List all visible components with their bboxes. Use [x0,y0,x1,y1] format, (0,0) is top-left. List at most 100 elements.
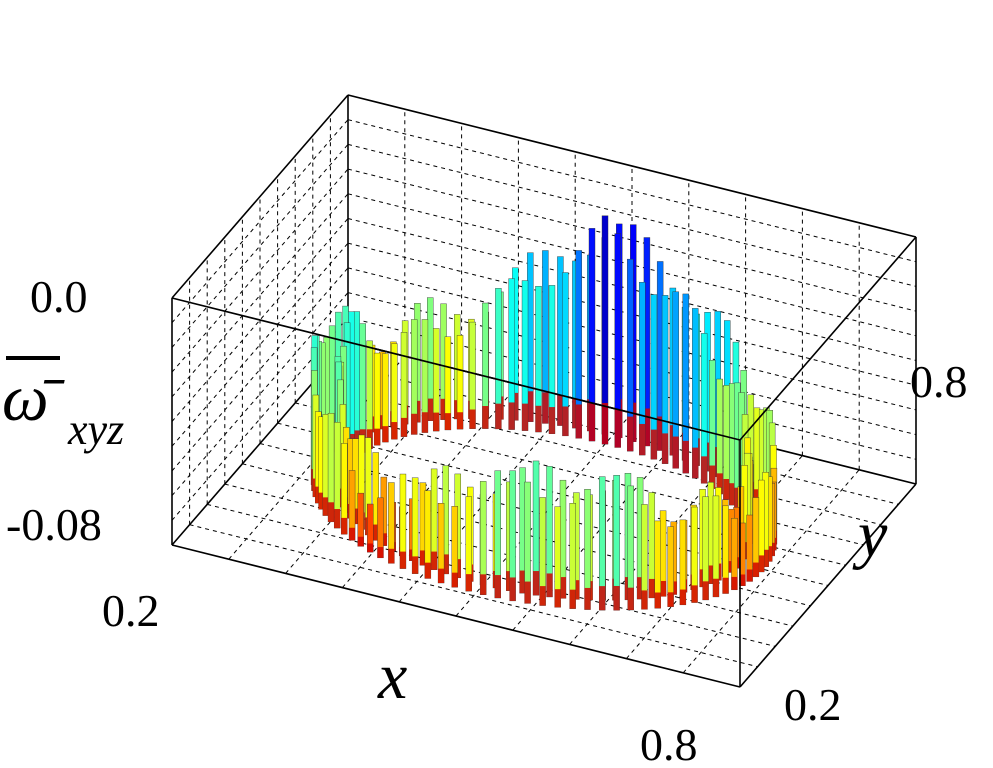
bar-base [762,549,769,567]
bar-base [641,590,648,610]
bar-base [457,412,464,430]
bar-base [469,409,476,429]
bar-base [349,527,356,541]
bar [548,285,556,434]
left-wall-grid-line [171,119,349,324]
back-wall-grid-line [347,143,917,287]
bar-base [731,576,738,590]
bar-base [702,581,709,600]
bar-base [643,408,650,446]
bar-base [670,581,677,595]
box-edge [739,236,917,441]
bar-base [527,391,534,422]
bar-base [506,571,513,591]
z-tick-top: 0.0 [30,271,88,322]
bar-base [692,447,699,479]
bar-base [575,404,582,439]
bar-base [722,577,729,594]
bar-base [512,392,519,421]
bar-base [707,565,714,584]
bar-base [357,536,364,547]
axes-box-front [171,236,917,688]
svg-text:ω̄: ω̄ [2,362,66,435]
bar-base [682,440,689,474]
bar-base [654,592,661,609]
back-wall-grid-line [347,242,917,386]
x-tick-start: 0.2 [102,585,160,636]
bar-base [442,554,449,574]
bar-base [709,465,716,489]
bar-base [412,556,419,574]
bar-base [440,398,447,420]
bar-base [377,547,384,558]
bar-base [438,568,445,584]
bar-base [533,571,540,596]
bar-base [391,422,398,440]
bar-base [524,581,531,604]
bar-base [734,487,741,511]
bar-base [495,403,502,429]
bar-base [352,508,359,524]
bar-base [557,395,564,426]
bar-base [573,580,580,600]
box-edge [739,483,917,688]
bar-base [427,398,434,421]
bar-base [388,548,395,564]
bar-base [602,403,609,445]
box-edge [171,297,741,441]
bar-base [494,575,501,598]
bar-base [672,436,679,469]
bar-base [539,586,546,606]
z-tick-bottom: -0.08 [6,499,102,550]
bar-base [589,402,596,442]
bar-base [752,562,759,577]
bar-base [328,502,335,522]
bar-base [382,426,389,443]
box-edge [171,94,349,299]
bar-base [758,555,765,572]
z-axis-title: ω̄ xyz [2,356,124,454]
bar-base [554,589,561,608]
bar-base [639,423,646,456]
bar-base [746,569,753,582]
floor-grid-line [189,524,758,668]
bar [432,328,440,432]
bar-base [522,403,529,431]
bar-base [400,417,407,437]
bar-base [482,406,489,429]
y-axis-title: y [852,498,888,571]
bar-base [433,412,440,432]
bar-base [627,587,634,611]
bar-base [704,442,711,472]
back-wall-grid-line [347,168,917,312]
back-wall-grid-line [347,267,917,411]
left-wall-grid-line [171,144,349,348]
bar-base [508,402,515,430]
y-tick-end: 0.8 [910,356,968,407]
bar-base [723,479,730,500]
back-wall-grid-line [347,193,917,337]
bar-base [411,413,418,435]
bar-base [372,524,379,541]
bar-base [739,574,746,586]
bar-base [584,587,591,610]
bar-base [419,550,426,566]
bar [626,258,634,452]
box-edge [171,544,741,688]
bar-base [334,509,341,529]
bar-base [599,586,606,611]
bar-base [691,585,698,603]
bar-base [519,570,526,594]
y-tick-start: 0.2 [784,679,842,730]
bar [562,272,569,437]
bar-base [766,546,773,562]
bar-base [648,578,655,598]
bar-base [318,492,325,510]
bar-base [465,574,472,592]
bar-base [542,392,549,424]
floor-grid-line [207,503,776,647]
z-axis-title-subscript: xyz [67,405,124,454]
bar-base [716,473,723,495]
bar-base [660,580,667,597]
